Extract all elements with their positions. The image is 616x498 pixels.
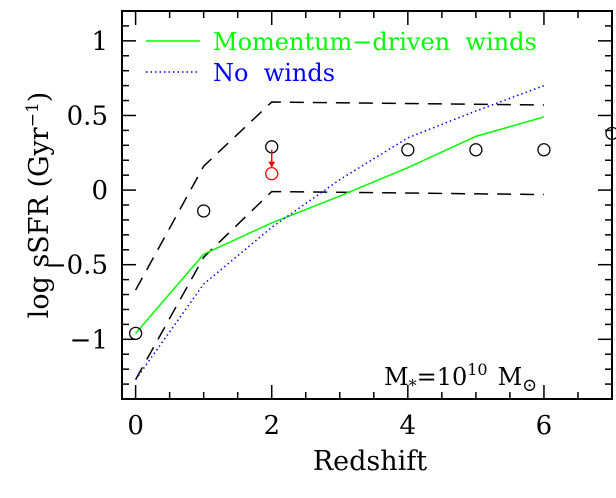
observation-point — [197, 204, 211, 218]
series-momentum-winds-line — [135, 116, 545, 334]
x-axis-title: Redshift — [313, 446, 427, 477]
x-tick-label: 0 — [127, 411, 144, 441]
legend-label-nowinds: No winds — [213, 59, 335, 87]
y-tick-label: −1 — [70, 325, 108, 355]
envelope-upper-line — [134, 101, 544, 291]
markers-layer — [128, 126, 616, 340]
plot-frame — [121, 10, 613, 400]
observation-point — [401, 143, 415, 157]
series-no-winds-line — [135, 84, 545, 381]
legend-label-momentum: Momentum−driven winds — [213, 28, 537, 56]
axis-ticks — [122, 10, 613, 400]
y-tick-label: 0.5 — [67, 101, 108, 131]
corrected-observation-point — [265, 167, 279, 181]
mass-annotation-exponent: 10 — [467, 360, 487, 379]
y-axis-title-main: log sSFR (Gyr — [24, 127, 55, 318]
y-tick-label: 1 — [91, 27, 108, 57]
y-axis-title: log sSFR (Gyr−1) — [23, 92, 55, 319]
mass-annotation-unit-subscript: ⊙ — [522, 375, 537, 396]
mass-annotation-subscript: * — [409, 376, 417, 395]
y-tick-label: 0 — [91, 176, 108, 206]
y-axis-title-close: ) — [24, 92, 55, 103]
axis-tick-labels: 0 2 4 6 −1 −0.5 0 0.5 1 — [45, 27, 552, 441]
observation-point — [605, 126, 616, 141]
y-axis-title-exponent: −1 — [23, 102, 43, 127]
x-tick-label: 4 — [400, 411, 417, 441]
envelope-lower-line — [134, 190, 544, 380]
observation-point — [128, 326, 143, 340]
data-layer — [134, 84, 545, 381]
observation-point — [469, 143, 483, 157]
y-tick-label: −0.5 — [45, 251, 108, 281]
correction-arrow-head — [268, 161, 276, 168]
mass-annotation-equals: =10 — [417, 363, 468, 391]
mass-annotation: M*=1010 M⊙ — [384, 360, 537, 396]
legend: Momentum−driven winds No winds — [146, 28, 537, 87]
x-tick-label: 6 — [536, 411, 553, 441]
mass-annotation-unit: M — [498, 363, 523, 391]
x-tick-label: 2 — [263, 411, 280, 441]
mass-annotation-symbol: M — [384, 363, 409, 391]
observation-point — [537, 143, 551, 157]
